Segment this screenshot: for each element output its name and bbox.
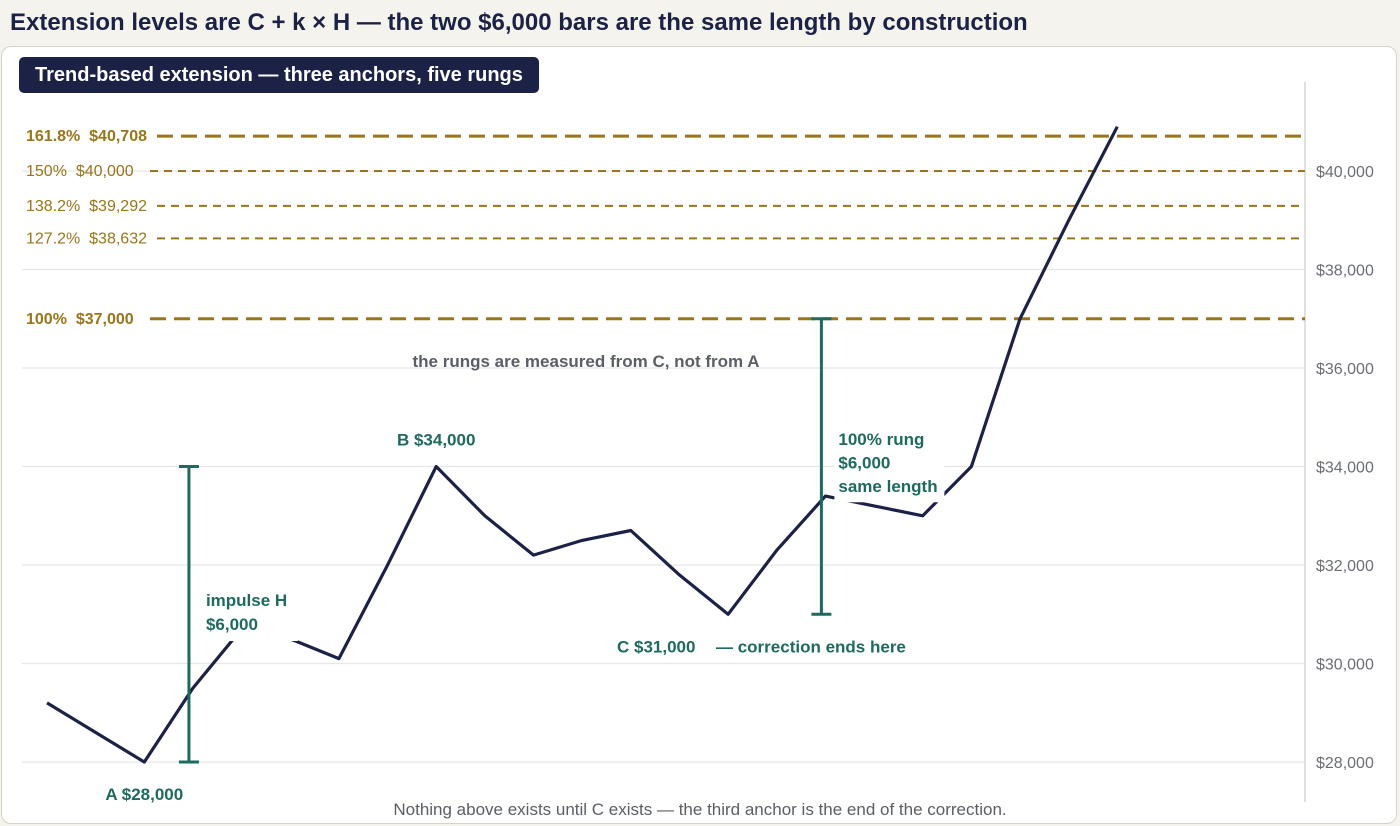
fib-level-price: $40,708 xyxy=(80,128,147,145)
chart-panel: Trend-based extension — three anchors, f… xyxy=(1,46,1397,824)
fib-level-label: 150% $40,000 xyxy=(26,163,134,180)
fib-level-text: 127.2% $38,632 xyxy=(26,230,147,247)
page-title: Extension levels are C + k × H — the two… xyxy=(10,9,1028,36)
panel-title: Trend-based extension — three anchors, f… xyxy=(19,57,539,93)
fib-level-pct: 150% xyxy=(26,163,67,180)
fib-level-text: 138.2% $39,292 xyxy=(26,198,147,215)
fib-level-pct: 100% xyxy=(26,311,67,328)
fib-level-price: $38,632 xyxy=(80,230,147,247)
price-line xyxy=(46,125,1119,764)
measure-label-line: same length xyxy=(838,477,937,496)
anchor-label-a: A $28,000 xyxy=(105,785,183,804)
anchor-label-c: C $31,000 xyxy=(617,637,695,656)
measure-label-line: impulse H xyxy=(206,591,287,610)
fib-level-text: 150% $40,000 xyxy=(26,163,134,180)
y-tick-label: $28,000 xyxy=(1316,755,1374,772)
y-tick-label: $32,000 xyxy=(1316,558,1374,575)
measure-label-line: 100% rung xyxy=(838,430,924,449)
y-tick-label: $30,000 xyxy=(1316,657,1374,674)
fib-level-label: 127.2% $38,632 xyxy=(26,230,147,247)
fib-level-price: $39,292 xyxy=(80,198,147,215)
anchor-note-c: — correction ends here xyxy=(716,637,906,656)
y-tick-label: $38,000 xyxy=(1316,263,1374,280)
measure-label-bg xyxy=(201,587,298,641)
y-tick-label: $36,000 xyxy=(1316,361,1374,378)
fib-level-pct: 138.2% xyxy=(26,198,80,215)
measure-label-line: $6,000 xyxy=(206,615,258,634)
fib-level-price: $40,000 xyxy=(67,163,134,180)
fib-level-pct: 127.2% xyxy=(26,230,80,247)
fib-level-pct: 161.8% xyxy=(26,128,80,145)
fib-level-text: 100% $37,000 xyxy=(26,311,134,328)
measure-label-line: $6,000 xyxy=(838,453,890,472)
fib-level-text: 161.8% $40,708 xyxy=(26,128,147,145)
fib-level-price: $37,000 xyxy=(67,311,134,328)
fib-level-label: 138.2% $39,292 xyxy=(26,198,147,215)
measure-label-bg xyxy=(834,425,945,503)
footnote: Nothing above exists until C exists — th… xyxy=(393,800,1007,819)
fib-level-label: 161.8% $40,708 xyxy=(26,128,147,145)
anchor-label-b: B $34,000 xyxy=(397,431,475,450)
fib-level-label: 100% $37,000 xyxy=(26,311,134,328)
y-tick-label: $40,000 xyxy=(1316,164,1374,181)
y-tick-label: $34,000 xyxy=(1316,460,1374,477)
rung-annotation: the rungs are measured from C, not from … xyxy=(413,352,760,371)
